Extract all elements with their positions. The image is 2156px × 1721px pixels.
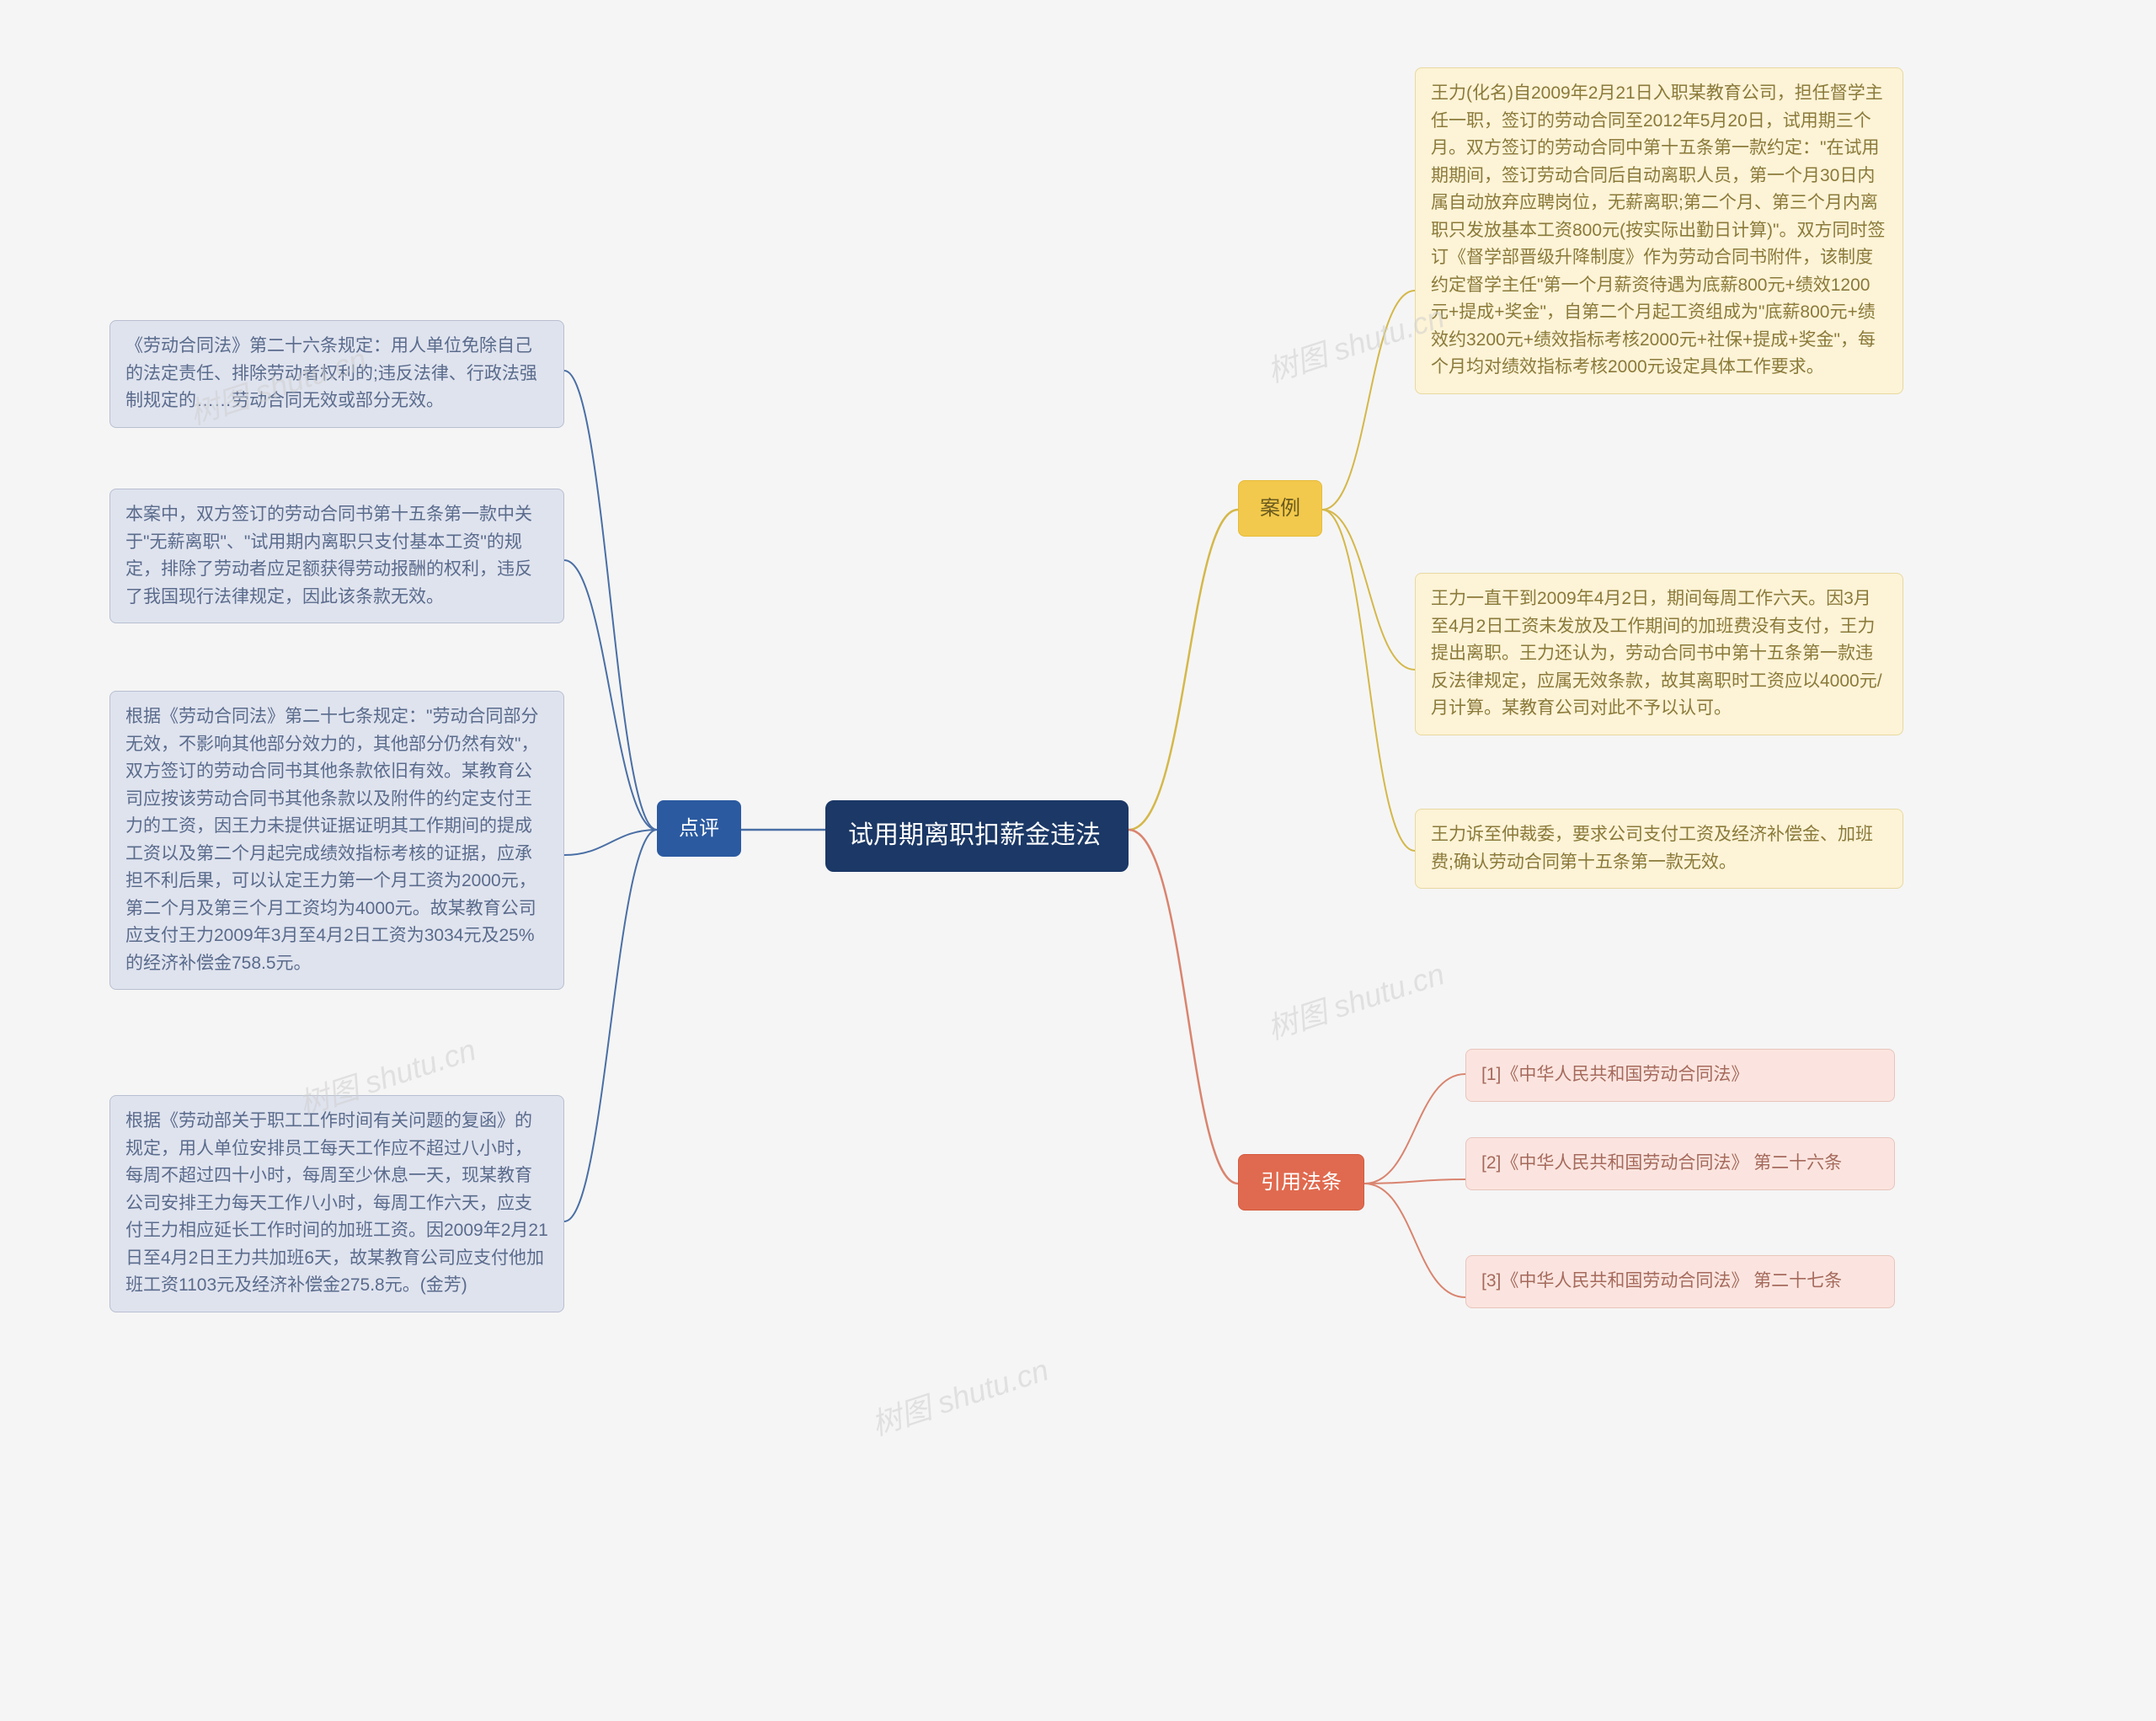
branch-law[interactable]: 引用法条 xyxy=(1238,1154,1364,1211)
branch-review[interactable]: 点评 xyxy=(657,800,741,857)
branch-case[interactable]: 案例 xyxy=(1238,480,1322,537)
leaf-law-2[interactable]: [3]《中华人民共和国劳动合同法》 第二十七条 xyxy=(1465,1255,1895,1308)
leaf-review-3[interactable]: 根据《劳动部关于职工工作时间有关问题的复函》的规定，用人单位安排员工每天工作应不… xyxy=(109,1095,564,1312)
watermark-4: 树图 shutu.cn xyxy=(1261,950,1449,1049)
leaf-case-2[interactable]: 王力诉至仲裁委，要求公司支付工资及经济补偿金、加班费;确认劳动合同第十五条第一款… xyxy=(1415,809,1903,889)
leaf-law-1[interactable]: [2]《中华人民共和国劳动合同法》 第二十六条 xyxy=(1465,1137,1895,1190)
leaf-case-1[interactable]: 王力一直干到2009年4月2日，期间每周工作六天。因3月至4月2日工资未发放及工… xyxy=(1415,573,1903,735)
watermark-2: 树图 shutu.cn xyxy=(865,1346,1053,1445)
leaf-review-1[interactable]: 本案中，双方签订的劳动合同书第十五条第一款中关于"无薪离职"、"试用期内离职只支… xyxy=(109,489,564,623)
leaf-law-0[interactable]: [1]《中华人民共和国劳动合同法》 xyxy=(1465,1049,1895,1102)
leaf-review-2[interactable]: 根据《劳动合同法》第二十七条规定："劳动合同部分无效，不影响其他部分效力的，其他… xyxy=(109,691,564,990)
root-node[interactable]: 试用期离职扣薪金违法 xyxy=(825,800,1129,872)
leaf-case-0[interactable]: 王力(化名)自2009年2月21日入职某教育公司，担任督学主任一职，签订的劳动合… xyxy=(1415,67,1903,394)
leaf-review-0[interactable]: 《劳动合同法》第二十六条规定：用人单位免除自己的法定责任、排除劳动者权利的;违反… xyxy=(109,320,564,428)
